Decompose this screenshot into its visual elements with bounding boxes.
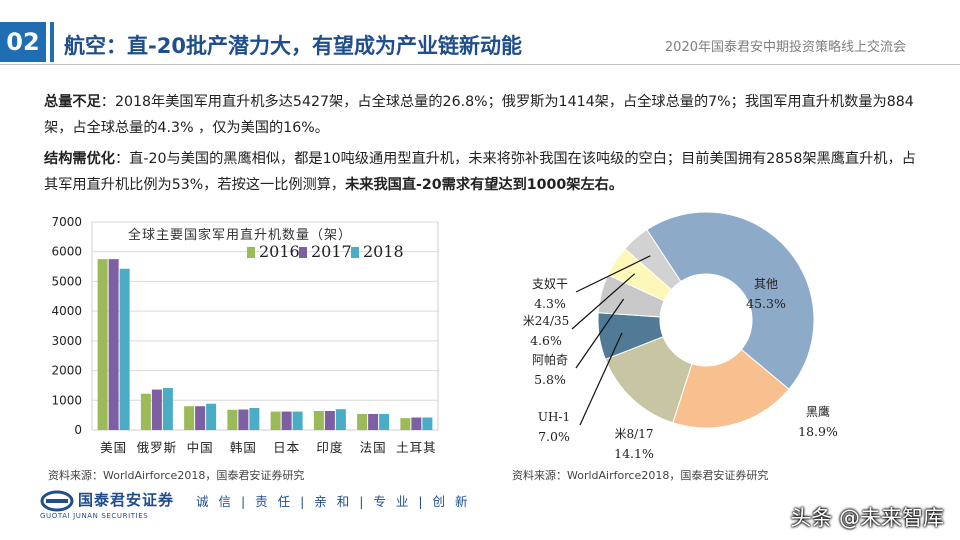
section-divider <box>50 22 54 62</box>
company-logo-icon <box>40 490 74 512</box>
leader-line <box>579 332 623 426</box>
donut-slice <box>624 228 682 291</box>
bar <box>313 410 324 430</box>
x-tick-label: 法国 <box>360 440 387 455</box>
bar <box>151 389 162 430</box>
header: 02 航空：直-20批产潜力大，有望成为产业链新动能 2020年国泰君安中期投资… <box>0 0 960 64</box>
slice-label: 支奴干 <box>532 277 568 291</box>
bar <box>206 403 217 430</box>
bar <box>162 387 173 430</box>
slice-value: 7.0% <box>538 429 570 444</box>
y-tick-label: 5000 <box>51 274 82 288</box>
company-slogan: 诚 信 | 责 任 | 亲 和 | 专 业 | 创 新 <box>196 494 471 509</box>
bar <box>357 413 368 430</box>
legend-label: 2018 <box>363 242 404 261</box>
bar <box>379 413 390 430</box>
slice-label: 米8/17 <box>615 427 654 441</box>
bar <box>368 413 379 430</box>
legend-label: 2017 <box>311 242 352 261</box>
bar <box>324 410 335 430</box>
y-tick-label: 6000 <box>51 245 82 259</box>
x-tick-label: 俄罗斯 <box>137 440 178 455</box>
bar <box>400 418 411 430</box>
watermark: 头条 @未来智库 <box>790 506 944 530</box>
bar <box>335 409 346 430</box>
bar <box>97 259 108 430</box>
leader-line <box>571 273 636 330</box>
paragraph-emphasis: 未来我国直-20需求有望达到1000架左右。 <box>345 177 624 193</box>
company-name: 国泰君安证券 <box>78 491 175 509</box>
bar <box>281 411 292 430</box>
slice-value: 14.1% <box>614 446 654 461</box>
slice-value: 5.8% <box>534 372 566 387</box>
legend-label: 2016 <box>259 242 300 261</box>
footer: 国泰君安证券 GUOTAI JUNAN SECURITIES 诚 信 | 责 任… <box>0 486 960 540</box>
chart-title: 全球主要国家军用直升机数量（架） <box>128 227 352 243</box>
paragraph-label: 结构需优化 <box>44 151 115 167</box>
y-tick-label: 4000 <box>51 304 82 318</box>
legend-swatch <box>247 247 255 258</box>
y-tick-label: 3000 <box>51 334 82 348</box>
legend-swatch <box>299 247 307 258</box>
page-title: 航空：直-20批产潜力大，有望成为产业链新动能 <box>64 34 522 58</box>
donut-slice <box>672 348 790 429</box>
y-tick-label: 0 <box>74 423 82 437</box>
bar <box>108 259 119 430</box>
slice-label: 阿帕奇 <box>532 352 568 367</box>
donut-chart: 其他 45.3% 黑鹰 18.9% 米8/17 14.1% UH-1 7.0% 阿帕奇 5.8% 米… <box>498 206 918 464</box>
y-tick-label: 1000 <box>51 393 82 407</box>
slice-label: UH-1 <box>538 410 570 424</box>
slice-label: 米24/35 <box>523 314 570 328</box>
slice-label: 黑鹰 <box>806 404 830 419</box>
bar <box>238 409 249 430</box>
paragraph-text: ：2018年美国军用直升机多达5427架，占全球总量的26.8%；俄罗斯为141… <box>44 94 914 136</box>
paragraph-label: 总量不足 <box>44 94 101 110</box>
x-tick-label: 日本 <box>273 440 300 455</box>
bar <box>195 406 206 430</box>
bar <box>119 268 130 430</box>
bar-chart: 0 1000 2000 3000 4000 5000 6000 7000 全球主要国家军用直升机… <box>40 206 450 464</box>
paragraph-total: 总量不足：2018年美国军用直升机多达5427架，占全球总量的26.8%；俄罗斯… <box>44 89 924 141</box>
header-rule <box>0 64 960 65</box>
y-tick-label: 2000 <box>51 364 82 378</box>
donut-slice <box>646 211 815 390</box>
bar <box>227 409 238 430</box>
bar <box>422 417 433 430</box>
donut-chart-svg: 其他 45.3% 黑鹰 18.9% 米8/17 14.1% UH-1 7.0% 阿帕奇 5.8% 米… <box>523 211 838 461</box>
x-tick-label: 土耳其 <box>396 440 437 455</box>
bar-chart-svg: 0 1000 2000 3000 4000 5000 6000 7000 全球主要国家军用直升机… <box>51 215 439 455</box>
leader-line <box>575 298 625 369</box>
slice-value: 4.3% <box>534 296 566 311</box>
slice-value: 18.9% <box>798 424 838 439</box>
y-tick-label: 7000 <box>51 215 82 229</box>
slice-label: 其他 <box>754 277 778 291</box>
bar <box>184 406 195 430</box>
x-tick-label: 印度 <box>316 440 343 455</box>
x-tick-label: 美国 <box>100 440 127 455</box>
bar <box>292 411 303 430</box>
paragraph-structure: 结构需优化：直-20与美国的黑鹰相似，都是10吨级通用型直升机，未来将弥补我国在… <box>44 146 924 198</box>
x-tick-label: 中国 <box>187 440 214 455</box>
company-name-en: GUOTAI JUNAN SECURITIES <box>40 512 149 520</box>
bar <box>411 417 422 430</box>
bar <box>140 393 151 430</box>
bar <box>249 408 260 430</box>
slice-value: 45.3% <box>746 296 786 311</box>
paragraph-text: ：直-20与美国的黑鹰相似，都是10吨级通用型直升机，未来将弥补我国在该吨级的空… <box>44 151 916 193</box>
slice-value: 4.6% <box>530 333 562 348</box>
source-note-left: 资料来源：WorldAirforce2018，国泰君安证券研究 <box>48 469 305 482</box>
event-name: 2020年国泰君安中期投资策略线上交流会 <box>664 40 906 55</box>
bar <box>270 411 281 430</box>
source-note-right: 资料来源：WorldAirforce2018，国泰君安证券研究 <box>512 469 769 482</box>
section-number: 02 <box>0 22 46 62</box>
x-tick-label: 韩国 <box>230 440 257 455</box>
legend-swatch <box>351 247 359 258</box>
leader-line <box>575 255 651 293</box>
